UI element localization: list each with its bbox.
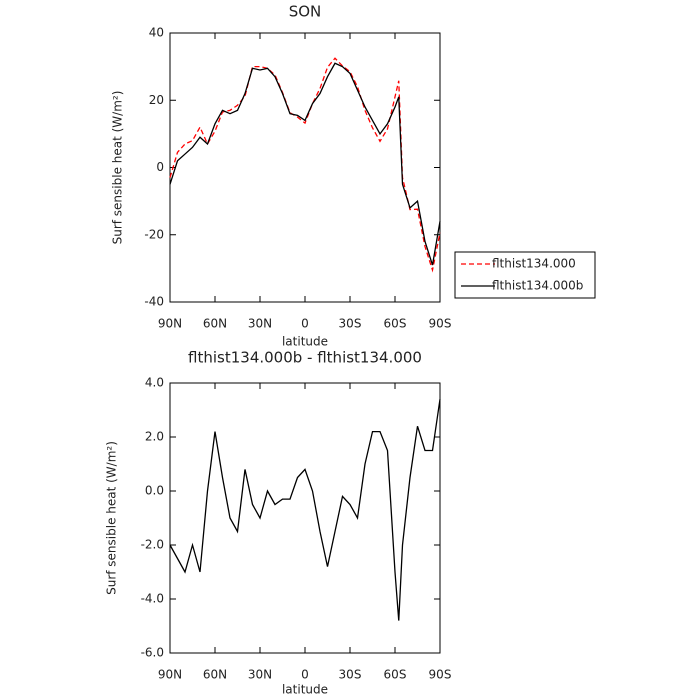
x-tick-label: 30N <box>248 317 272 331</box>
legend-label: flthist134.000 <box>492 257 576 271</box>
x-tick-label: 30S <box>339 317 362 331</box>
y-tick-label: 0.0 <box>145 484 164 498</box>
chart-title: flthist134.000b - flthist134.000 <box>188 349 422 367</box>
chart-title: SON <box>289 3 322 21</box>
x-tick-label: 90S <box>429 317 452 331</box>
x-tick-label: 60N <box>203 668 227 682</box>
x-tick-label: 0 <box>301 668 309 682</box>
legend-label: flthist134.000b <box>492 279 583 293</box>
x-tick-label: 60N <box>203 317 227 331</box>
x-tick-label: 30N <box>248 668 272 682</box>
y-axis-label: Surf sensible heat (W/m²) <box>111 91 125 245</box>
y-tick-label: -4.0 <box>141 592 164 606</box>
y-tick-label: -20 <box>144 227 164 241</box>
y-tick-label: -2.0 <box>141 538 164 552</box>
y-tick-label: 4.0 <box>145 376 164 390</box>
data-line <box>169 62 441 266</box>
x-tick-label: 60S <box>384 317 407 331</box>
data-line <box>169 399 441 621</box>
y-tick-label: 0 <box>156 160 164 174</box>
x-axis-label: latitude <box>282 683 328 697</box>
x-tick-label: 90S <box>429 668 452 682</box>
plot-frame <box>169 32 441 303</box>
y-tick-label: -40 <box>144 295 164 309</box>
y-axis-label: Surf sensible heat (W/m²) <box>105 441 119 595</box>
data-line <box>169 57 441 273</box>
x-tick-label: 90N <box>158 317 182 331</box>
y-tick-label: -6.0 <box>141 646 164 660</box>
y-tick-label: 2.0 <box>145 430 164 444</box>
y-tick-label: 20 <box>149 93 164 107</box>
x-axis-label: latitude <box>282 335 328 349</box>
y-tick-label: 40 <box>149 26 164 40</box>
legend-box <box>454 251 596 299</box>
x-tick-label: 0 <box>301 317 309 331</box>
x-tick-label: 90N <box>158 668 182 682</box>
x-tick-label: 60S <box>384 668 407 682</box>
x-tick-label: 30S <box>339 668 362 682</box>
